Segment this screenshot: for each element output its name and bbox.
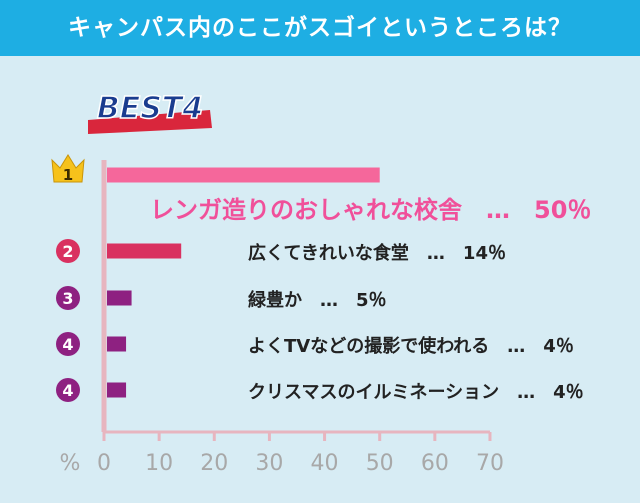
best4-badge: BEST4 (88, 90, 212, 134)
x-tick-label: 50 (366, 451, 394, 476)
badge-underline (88, 110, 212, 134)
rank-number: 1 (63, 166, 73, 184)
x-axis-unit-label: % (60, 451, 81, 476)
rank-number: 4 (62, 335, 73, 354)
row-label-rank-1: レンガ造りのおしゃれな校舎 … 50％ (150, 196, 591, 224)
x-tick-label: 70 (476, 451, 504, 476)
x-tick-label: 60 (421, 451, 449, 476)
bar-rank-3 (107, 290, 132, 306)
label-layer: 1 レンガ造りのおしゃれな校舎 … 50％ 2 広くてきれいな食堂 … 14％ 3 緑豊か… (51, 154, 591, 403)
header-bar: キャンパス内のここがスゴイというところは？ (0, 0, 640, 56)
x-tick-label: 40 (311, 451, 339, 476)
bar-rank-2 (107, 243, 182, 259)
rank-number: 3 (62, 289, 73, 308)
bar-rank-4 (107, 336, 127, 352)
row-label-rank-4: よくTVなどの撮影で使われる … 4％ (248, 335, 574, 357)
rank-circle-icon (56, 378, 80, 402)
x-tick-label: 0 (97, 451, 111, 476)
rank-circle-icon (56, 332, 80, 356)
header-title: キャンパス内のここがスゴイというところは？ (68, 15, 572, 41)
row-label-rank-3: 緑豊か … 5％ (248, 289, 387, 311)
rank-number: 4 (62, 381, 73, 400)
row-label-rank-5: クリスマスのイルミネーション … 4％ (248, 382, 584, 403)
rank-circle-icon (56, 286, 80, 310)
bar-rank-5 (107, 382, 127, 398)
crown-icon (51, 154, 85, 183)
x-tick-label: 10 (145, 451, 173, 476)
row-label-rank-2: 広くてきれいな食堂 … 14％ (248, 242, 506, 264)
badge-text: BEST4 (97, 91, 203, 126)
x-tick-label: 30 (255, 451, 283, 476)
x-tick-label: 20 (200, 451, 228, 476)
bar-layer (107, 167, 380, 398)
bar-rank-1 (107, 167, 380, 183)
rank-circle-icon (56, 239, 80, 263)
axis-layer: 0 10 20 30 40 50 60 70% (60, 160, 504, 476)
rank-number: 2 (62, 242, 73, 261)
